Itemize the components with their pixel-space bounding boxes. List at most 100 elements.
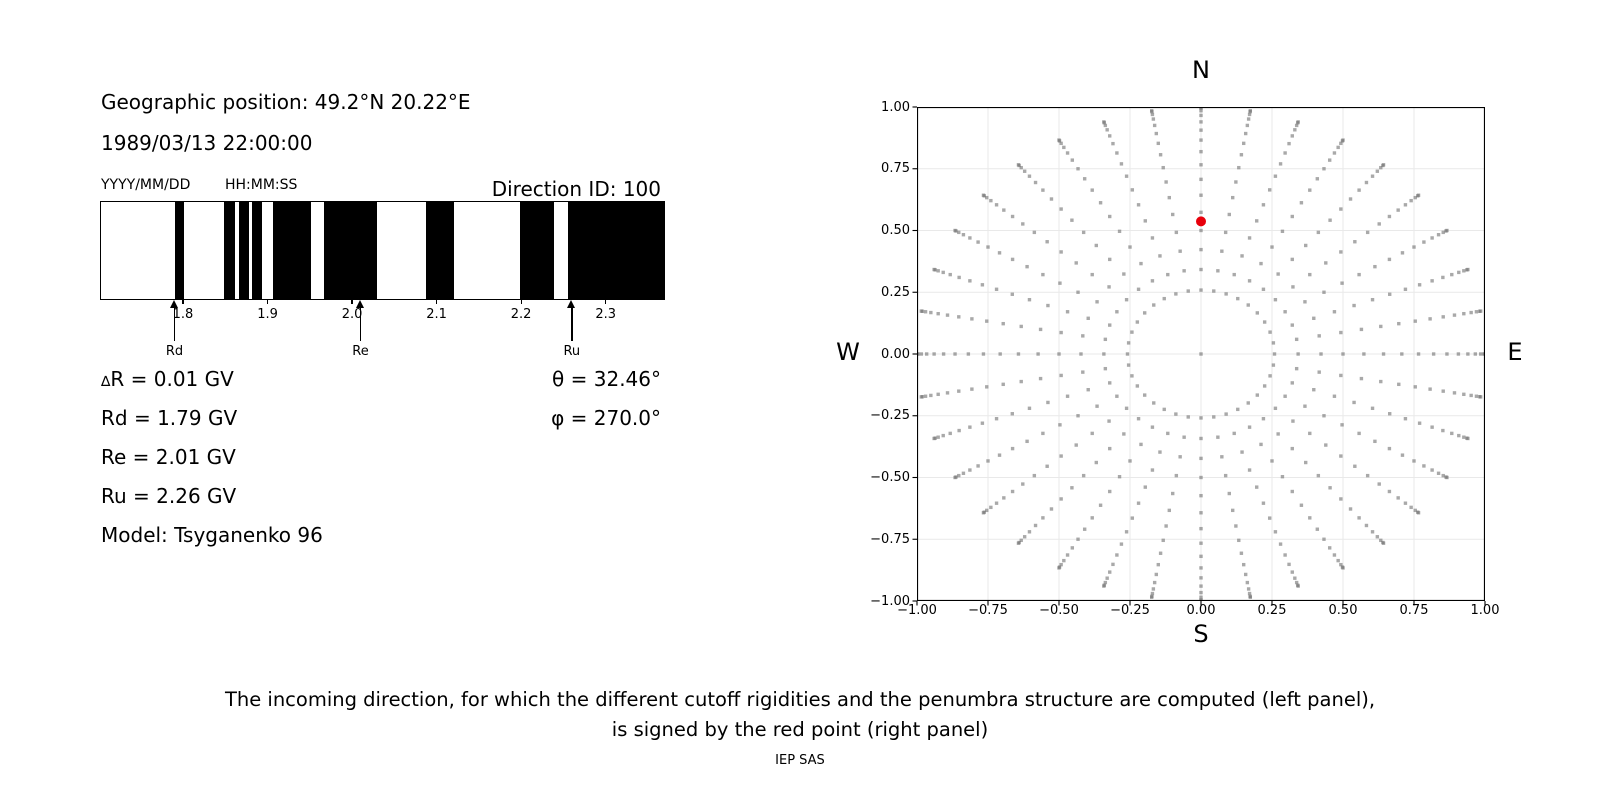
direction-dot [1379, 538, 1383, 543]
direction-dot [929, 310, 933, 315]
direction-dot [1090, 516, 1094, 520]
x-tick-mark [436, 299, 438, 304]
rigidity-arrow-stem [571, 307, 573, 341]
direction-dot [1373, 439, 1377, 444]
direction-dot [1422, 240, 1426, 244]
direction-dot [1339, 454, 1343, 458]
direction-dot [1332, 310, 1337, 314]
direction-dot [1223, 230, 1228, 235]
direction-dot [1095, 404, 1099, 408]
direction-dot [1290, 489, 1294, 494]
direction-dot [1025, 439, 1029, 444]
direction-dot [1379, 165, 1383, 170]
direction-dot [1413, 195, 1417, 200]
direction-dot [1090, 188, 1094, 192]
x-tick-mark [266, 299, 269, 304]
direction-dot [1246, 587, 1251, 591]
direction-dot [1270, 245, 1274, 249]
direction-dot [1010, 257, 1015, 262]
direction-dot [1136, 417, 1141, 421]
direction-dot [1353, 240, 1357, 244]
direction-dot [1149, 595, 1154, 599]
directions-plot-area [912, 106, 1486, 606]
penumbra-axis: 1.8 1.9 2.0 2.1 2.2 2.3 Rd Re Ru [101, 299, 664, 369]
direction-dot [1102, 584, 1106, 588]
direction-dot [1108, 446, 1112, 451]
compass-north-label: N [1192, 56, 1210, 84]
direction-dot [968, 236, 972, 240]
direction-dot [1413, 319, 1417, 323]
direction-dot [1462, 269, 1466, 273]
direction-dot [1271, 363, 1276, 367]
direction-dot [1247, 112, 1252, 117]
direction-dot [1010, 489, 1015, 494]
direction-dot [1081, 370, 1085, 374]
direction-dot [1322, 414, 1326, 418]
direction-dot [1143, 485, 1147, 489]
direction-dot [1057, 566, 1061, 570]
direction-dot [1016, 541, 1021, 545]
direction-dot [1033, 180, 1038, 185]
direction-dot [1033, 523, 1038, 528]
direction-dot [1199, 109, 1203, 113]
direction-dot [1186, 289, 1190, 293]
direction-dot [1267, 188, 1272, 192]
direction-dot [1098, 201, 1103, 205]
direction-dot [1474, 394, 1479, 398]
direction-dot [1139, 442, 1143, 447]
direction-dot [1273, 406, 1278, 411]
direction-dot [1098, 503, 1103, 507]
direction-dot [1377, 482, 1381, 486]
direction-dot [1462, 311, 1466, 316]
direction-dot [1255, 393, 1260, 397]
direction-dot [1308, 272, 1312, 277]
direction-dot [1290, 570, 1294, 574]
direction-dot [1167, 195, 1172, 200]
direction-dot [1171, 491, 1175, 496]
direction-dot [1019, 324, 1023, 329]
direction-dot [985, 385, 989, 389]
direction-dot [1199, 566, 1203, 570]
direction-dot [1010, 214, 1015, 219]
direction-dot [1312, 388, 1316, 392]
direction-dot [1290, 257, 1294, 262]
direction-dot [1199, 228, 1203, 233]
direction-dot [1381, 352, 1386, 356]
direction-dot [1294, 337, 1299, 342]
direction-dot [1154, 131, 1159, 136]
direction-dot [1046, 303, 1050, 308]
forbidden-band [426, 202, 454, 299]
direction-dot [1441, 275, 1445, 280]
direction-dot [1027, 530, 1032, 534]
direction-dot [1242, 141, 1246, 146]
re-value-row: Re = 2.01 GV [101, 445, 236, 469]
direction-dot [994, 287, 999, 291]
direction-dot [929, 393, 933, 398]
direction-dot [1081, 230, 1086, 235]
direction-dot [1387, 446, 1392, 451]
direction-dot [985, 508, 989, 513]
x-tick-label: 1.9 [257, 307, 278, 322]
y-tick-label: −0.75 [870, 531, 910, 547]
direction-dot [1278, 162, 1283, 166]
credit-text: IEP SAS [775, 753, 825, 768]
direction-dot [1430, 468, 1434, 472]
direction-dot [1304, 460, 1308, 465]
direction-dot [1115, 553, 1119, 557]
direction-dot [1122, 432, 1126, 436]
direction-dot [1400, 251, 1405, 255]
direction-dot [1139, 261, 1143, 266]
direction-dot [1095, 300, 1099, 304]
direction-dot [1322, 290, 1326, 294]
direction-dot [1108, 570, 1112, 574]
direction-dot [1259, 261, 1263, 266]
direction-dot [1365, 230, 1370, 235]
direction-dot [1396, 208, 1400, 212]
direction-dot [1422, 464, 1426, 468]
direction-dot [961, 471, 966, 475]
direction-dot [1478, 352, 1483, 356]
direction-dot [1315, 177, 1320, 181]
direction-dot [1130, 516, 1135, 520]
direction-dot [1317, 334, 1321, 338]
direction-dot [1431, 352, 1436, 356]
